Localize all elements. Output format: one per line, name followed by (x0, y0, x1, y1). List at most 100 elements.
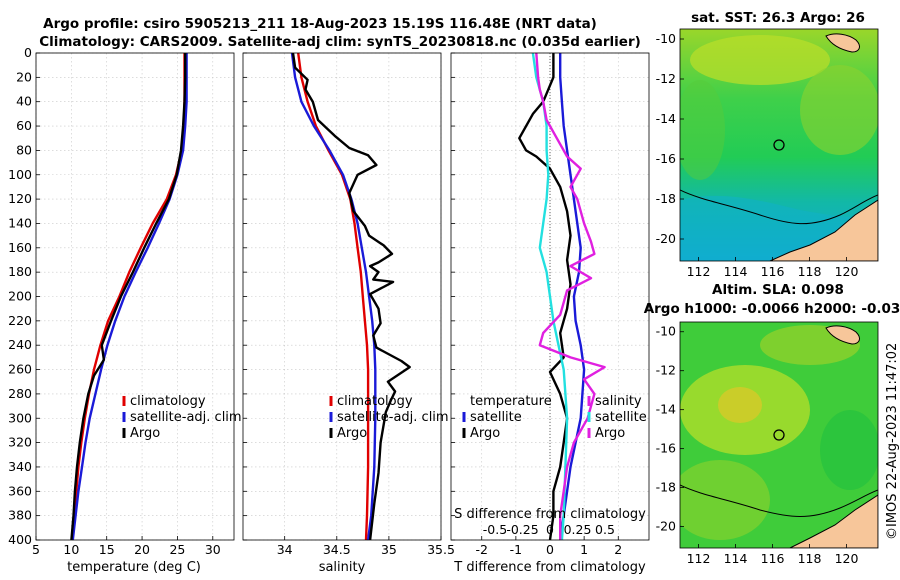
map-y-tick-label: -20 (656, 519, 676, 534)
australia-coast (769, 199, 878, 261)
y-tick-label: 300 (8, 410, 32, 425)
series-line-satellite-adj-clim (71, 53, 188, 541)
y-tick-label: 380 (8, 508, 32, 523)
y-tick-label: 320 (8, 435, 32, 450)
argo-profile-marker (773, 429, 785, 441)
map-y-tick-label: -14 (656, 402, 676, 417)
figure-title-line2: Climatology: CARS2009. Satellite-adj cli… (39, 34, 641, 50)
y-tick-label: 400 (8, 532, 32, 547)
x-tick-label: 15 (99, 542, 115, 557)
legend-label-climatology: climatology (337, 394, 413, 409)
map-x-tick-label: 120 (835, 264, 859, 279)
y-tick-label: 120 (8, 191, 32, 206)
legend-label-satellite: satellite-adj. clim (130, 410, 242, 425)
y-tick-label: 0 (24, 45, 32, 60)
y-tick-label: 240 (8, 337, 32, 352)
australia-coast (789, 494, 878, 548)
legend-title-salinity: salinity (595, 394, 642, 409)
sla-high-patch (680, 460, 770, 540)
salinity-panel: 34 34.5 35 35.5 (242, 52, 455, 557)
sst-warm-patch (690, 35, 830, 85)
legend-label-argo: Argo (130, 426, 160, 441)
map-y-tick-label: -18 (656, 480, 676, 495)
s-difference-ticks: -0.5 -0.25 0 0.25 0.5 (483, 522, 615, 537)
isobath (680, 484, 878, 517)
legend-label-s-satellite: satellite (595, 410, 647, 425)
sla-map-subtitle: Argo h1000: -0.0066 h2000: -0.03 (644, 301, 900, 317)
legend-label-t-satellite: satellite (470, 410, 522, 425)
figure-title-line1: Argo profile: csiro 5905213_211 18-Aug-2… (43, 16, 597, 32)
map-x-tick-label: 116 (761, 551, 785, 566)
map-y-tick-label: -12 (656, 71, 676, 86)
x-tick-label: 35.5 (427, 542, 455, 557)
map-y-tick-label: -20 (656, 231, 676, 246)
y-tick-label: 360 (8, 483, 32, 498)
map-y-tick-label: -12 (656, 363, 676, 378)
map-x-tick-label: 114 (724, 264, 748, 279)
sla-peak (718, 387, 762, 423)
y-tick-label: 20 (16, 69, 32, 84)
sla-map-image (680, 322, 878, 548)
y-tick-label: 80 (16, 142, 32, 157)
island (825, 33, 860, 53)
sst-map-frame (679, 28, 879, 262)
legend-label-climatology: climatology (130, 394, 206, 409)
difference-legend: temperature satellite Argo salinity sate… (462, 394, 647, 441)
x-tick-label: 5 (32, 542, 40, 557)
x-tick-label: 2 (614, 542, 622, 557)
s-tick-label: 0 (546, 522, 554, 537)
series-line-argo (291, 52, 411, 541)
y-tick-label: 220 (8, 313, 32, 328)
credit-text: ©IMOS 22-Aug-2023 11:47:02 (885, 343, 900, 540)
salinity-legend: climatology satellite-adj. clim Argo (329, 394, 449, 441)
sla-map-ticks: 112 114 116 118 120 -10 -12 -14 -16 -18 -20 (656, 324, 859, 566)
map-y-tick-label: -10 (656, 324, 676, 339)
sst-warm-patch (800, 65, 878, 155)
series-line-climatology (297, 52, 370, 541)
x-tick-label: -1 (510, 542, 522, 557)
sst-patch (680, 80, 725, 180)
y-tick-label: 260 (8, 362, 32, 377)
map-x-tick-label: 116 (761, 264, 785, 279)
sst-map-ticks: 112 114 116 118 120 -10 -12 -14 -16 -18 -20 (656, 31, 859, 279)
map-y-tick-label: -10 (656, 31, 676, 46)
y-tick-label: 180 (8, 264, 32, 279)
x-tick-label: 10 (63, 542, 79, 557)
series-line-satellite-adj-clim (290, 52, 377, 541)
x-tick-label: 25 (169, 542, 185, 557)
map-y-tick-label: -18 (656, 191, 676, 206)
sst-map-image (680, 29, 878, 261)
salinity-xlabel: salinity (319, 560, 366, 575)
series-line-t-satellite (559, 53, 586, 541)
y-tick-label: 200 (8, 289, 32, 304)
difference-panel: -2 -1 0 1 2 (450, 52, 650, 557)
y-tick-label: 100 (8, 167, 32, 182)
argo-profile-marker (773, 139, 785, 151)
map-x-tick-label: 118 (798, 264, 822, 279)
x-tick-label: 34.5 (323, 542, 351, 557)
x-tick-label: -2 (475, 542, 487, 557)
map-x-tick-label: 112 (687, 264, 711, 279)
series-line-t-argo (518, 53, 572, 541)
x-tick-label: 30 (205, 542, 221, 557)
temperature-legend: climatology satellite-adj. clim Argo (122, 394, 242, 441)
island (825, 325, 860, 345)
y-tick-label: 40 (16, 94, 32, 109)
sla-low-patch (820, 410, 878, 490)
legend-label-s-argo: Argo (595, 426, 625, 441)
y-tick-label: 160 (8, 240, 32, 255)
isobath (680, 189, 878, 225)
s-tick-label: 0.5 (595, 522, 615, 537)
s-difference-axis-label: S difference from climatology (454, 507, 646, 522)
x-tick-label: 20 (134, 542, 150, 557)
legend-label-argo: Argo (337, 426, 367, 441)
s-tick-label: 0.25 (564, 522, 592, 537)
legend-label-t-argo: Argo (470, 426, 500, 441)
sla-map-frame (679, 321, 879, 549)
y-tick-label: 60 (16, 118, 32, 133)
legend-label-satellite: satellite-adj. clim (337, 410, 449, 425)
x-tick-label: 35 (381, 542, 397, 557)
y-tick-label: 340 (8, 459, 32, 474)
series-line-s-satellite (531, 52, 569, 541)
